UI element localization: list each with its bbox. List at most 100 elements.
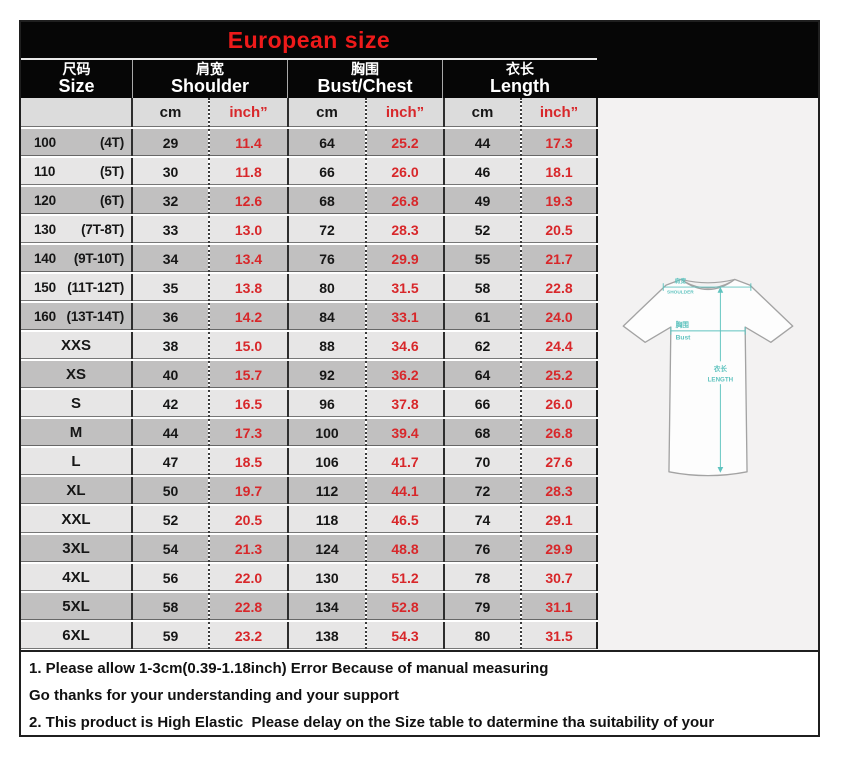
size-cell: 130 (7T-8T) (21, 215, 132, 245)
length-inch-value: 22.8 (520, 273, 597, 303)
size-label: 120 (34, 193, 56, 208)
size-label: 110 (34, 164, 56, 179)
table-row: M 44 17.3 100 39.4 68 26.8 (21, 418, 597, 448)
length-cm-value: 49 (443, 186, 521, 216)
column-header-shoulder-cn: 肩宽 (196, 61, 224, 78)
size-cell: XL (21, 476, 132, 506)
length-inch-value: 26.0 (520, 389, 597, 419)
size-cell: 5XL (21, 592, 132, 622)
shoulder-inch-value: 14.2 (208, 302, 288, 332)
column-header-bust-en: Bust/Chest (317, 75, 413, 96)
length-arrow-bottom (717, 467, 724, 473)
table-row: S 42 16.5 96 37.8 66 26.0 (21, 389, 597, 419)
size-label: 150 (34, 280, 56, 295)
footer-notes: 1. Please allow 1-3cm(0.39-1.18inch) Err… (21, 650, 818, 735)
table-row: 110 (5T) 30 11.8 66 26.0 46 18.1 (21, 157, 597, 187)
shoulder-cm-value: 34 (131, 244, 209, 274)
shoulder-inch-value: 11.4 (208, 128, 288, 158)
length-cm-value: 52 (443, 215, 521, 245)
size-label: 140 (34, 251, 56, 266)
table-row: L 47 18.5 106 41.7 70 27.6 (21, 447, 597, 477)
length-inch-value: 30.7 (520, 563, 597, 593)
bust-inch-value: 26.8 (365, 186, 444, 216)
size-cell: 100 (4T) (21, 128, 132, 158)
bust-inch-value: 33.1 (365, 302, 444, 332)
length-inch-value: 29.9 (520, 534, 597, 564)
table-row: 6XL 59 23.2 138 54.3 80 31.5 (21, 621, 597, 651)
table-row: 150 (11T-12T) 35 13.8 80 31.5 58 22.8 (21, 273, 597, 303)
bust-cm-value: 72 (287, 215, 366, 245)
shoulder-inch-value: 20.5 (208, 505, 288, 535)
shoulder-cm-value: 54 (131, 534, 209, 564)
size-label: 6XL (62, 627, 90, 644)
table-row: 100 (4T) 29 11.4 64 25.2 44 17.3 (21, 128, 597, 158)
title-divider (21, 58, 597, 60)
length-cm-value: 78 (443, 563, 521, 593)
size-cell: L (21, 447, 132, 477)
age-label: (4T) (100, 135, 124, 150)
column-header-size-en: Size (58, 75, 95, 96)
bust-cm-value: 134 (287, 592, 366, 622)
length-inch-value: 29.1 (520, 505, 597, 535)
column-header-shoulder-en: Shoulder (170, 75, 249, 96)
size-cell: XS (21, 360, 132, 390)
length-cm-value: 80 (443, 621, 521, 651)
shoulder-label-cn: 肩宽 (674, 277, 687, 285)
length-label-cn: 衣长 (714, 364, 728, 373)
length-inch-value: 31.5 (520, 621, 597, 651)
bust-cm-value: 76 (287, 244, 366, 274)
shoulder-inch-value: 12.6 (208, 186, 288, 216)
bust-inch-value: 29.9 (365, 244, 444, 274)
length-inch-value: 27.6 (520, 447, 597, 477)
length-inch-value: 24.0 (520, 302, 597, 332)
bust-cm-value: 124 (287, 534, 366, 564)
size-table: cm inch” cm inch” cm inch” 100 (4T) 29 1… (21, 98, 598, 651)
shoulder-cm-value: 50 (131, 476, 209, 506)
tshirt-outline (622, 278, 794, 477)
shoulder-cm-value: 38 (131, 331, 209, 361)
column-headers: 尺码 Size 肩宽 Shoulder 胸围 Bust/Chest 衣长 Len… (21, 60, 597, 98)
age-label: (5T) (100, 164, 124, 179)
shoulder-cm-value: 56 (131, 563, 209, 593)
collar-back-line (681, 278, 735, 284)
size-label: 130 (34, 222, 56, 237)
size-cell: 140 (9T-10T) (21, 244, 132, 274)
length-cm-value: 55 (443, 244, 521, 274)
bust-inch-value: 28.3 (365, 215, 444, 245)
shoulder-inch-value: 15.7 (208, 360, 288, 390)
length-cm-value: 68 (443, 418, 521, 448)
size-cell: XXL (21, 505, 132, 535)
shoulder-cm-value: 30 (131, 157, 209, 187)
shoulder-cm-value: 47 (131, 447, 209, 477)
shoulder-cm-value: 36 (131, 302, 209, 332)
bust-inch-value: 51.2 (365, 563, 444, 593)
table-row: 160 (13T-14T) 36 14.2 84 33.1 61 24.0 (21, 302, 597, 332)
length-cm-value: 61 (443, 302, 521, 332)
length-inch-header: inch” (520, 98, 597, 129)
bust-inch-value: 31.5 (365, 273, 444, 303)
size-cell: 4XL (21, 563, 132, 593)
size-label: 100 (34, 135, 56, 150)
size-label: S (70, 395, 81, 412)
shoulder-cm-header: cm (131, 98, 209, 129)
bust-cm-value: 84 (287, 302, 366, 332)
size-cell: M (21, 418, 132, 448)
bust-inch-value: 26.0 (365, 157, 444, 187)
bust-cm-value: 64 (287, 128, 366, 158)
shoulder-label-en: SHOULDER (667, 290, 694, 296)
column-header-length-en: Length (490, 75, 550, 96)
shoulder-cm-value: 32 (131, 186, 209, 216)
length-inch-value: 24.4 (520, 331, 597, 361)
sheet-body: cm inch” cm inch” cm inch” 100 (4T) 29 1… (21, 98, 818, 651)
bust-cm-header: cm (287, 98, 366, 129)
bust-cm-value: 138 (287, 621, 366, 651)
size-cell: 120 (6T) (21, 186, 132, 216)
size-cell: 150 (11T-12T) (21, 273, 132, 303)
bust-inch-value: 46.5 (365, 505, 444, 535)
note-line-3: 2. This product is High Elastic Please d… (29, 714, 715, 731)
table-row: 5XL 58 22.8 134 52.8 79 31.1 (21, 592, 597, 622)
bust-cm-value: 96 (287, 389, 366, 419)
table-row: XXS 38 15.0 88 34.6 62 24.4 (21, 331, 597, 361)
bust-label-en: Bust (676, 334, 692, 341)
note-line-2: Go thanks for your understanding and you… (29, 687, 400, 704)
